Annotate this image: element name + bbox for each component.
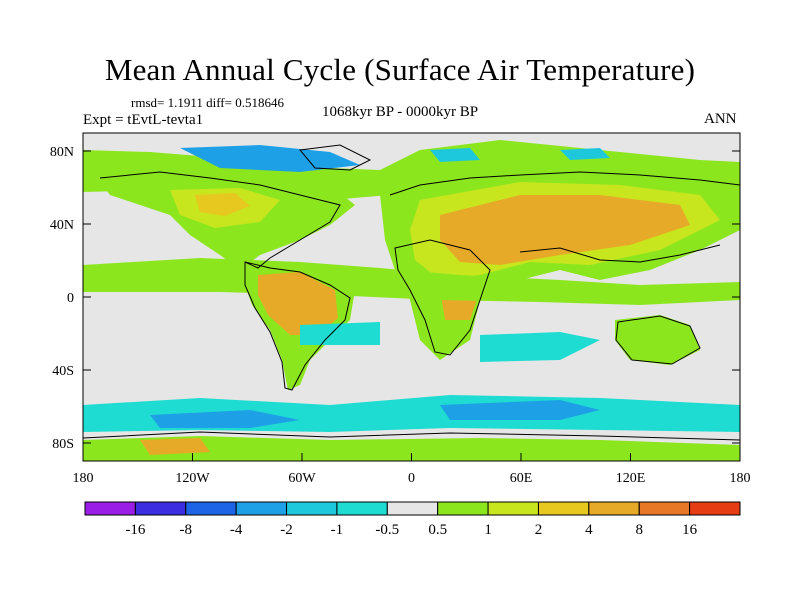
lat-tick-80n: 80N [50,145,74,160]
arctic-cooling-patch [430,148,480,162]
colorbar-label: -16 [125,522,145,538]
colorbar-swatch [689,501,741,516]
lon-tick-60w: 60W [288,471,316,486]
lon-tick-60e: 60E [510,471,533,486]
lat-tick-40n: 40N [50,218,74,233]
lat-tick-labels: 80N 40N 0 40S 80S [50,145,74,452]
colorbar-swatch [84,501,136,516]
colorbar-swatch [386,501,439,516]
lat-tick-0: 0 [67,291,74,306]
colorbar-label: 2 [535,522,543,538]
colorbar-label: 1 [484,522,492,538]
experiment-label: Expt = tEvtL-tevta1 [83,112,204,128]
temperature-anomaly-field [83,133,740,461]
coastlines [83,144,740,441]
antarctic-strong-cooling [150,410,300,428]
colorbar-swatch [286,501,338,516]
lat-tick-40s: 40S [52,364,74,379]
antarctica-weak-warming [83,436,740,461]
lat-tick-marks [83,150,740,444]
southern-ocean-cooling [300,322,380,345]
south-america-warming [258,272,338,335]
colorbar-label: -8 [180,522,193,538]
colorbar-swatch [134,501,187,516]
colorbar-label: -4 [230,522,243,538]
lon-tick-marks [82,453,741,461]
lon-tick-180w: 180 [73,471,94,486]
arctic-cooling-patch [180,145,360,172]
period-label: 1068kyr BP - 0000kyr BP [322,104,479,120]
colorbar-label: -2 [280,522,293,538]
antarctic-strong-cooling [440,400,600,420]
lon-tick-120w: 120W [175,471,210,486]
colorbar: -16 -8 -4 -2 -1 -0.5 0.5 1 2 4 8 16 [84,501,741,538]
colorbar-label: 16 [682,522,698,538]
colorbar-swatch [185,501,237,516]
eurasia-strong-warming [440,195,690,265]
lon-tick-labels: 180 120W 60W 0 60E 120E 180 [73,471,751,486]
north-america-warm-core [195,193,250,216]
colorbar-label: -0.5 [375,522,399,538]
colorbar-swatch [588,501,640,516]
lat-tick-80s: 80S [52,437,74,452]
colorbar-swatch [235,501,288,516]
rmsd-diff-stats: rmsd= 1.1911 diff= 0.518646 [131,95,284,110]
colorbar-swatch [638,501,691,516]
antarctica-warming [140,438,210,455]
colorbar-swatch [487,501,539,516]
colorbar-swatch [437,501,489,516]
colorbar-label: -1 [331,522,344,538]
southern-ocean-cooling [480,332,600,362]
colorbar-label: 8 [635,522,643,538]
colorbar-swatch [336,501,388,516]
season-label: ANN [704,111,737,127]
lon-tick-120e: 120E [616,471,646,486]
lon-tick-180e: 180 [730,471,751,486]
lon-tick-0: 0 [408,471,415,486]
colorbar-label: 4 [585,522,593,538]
colorbar-label: 0.5 [428,522,447,538]
colorbar-swatch [537,501,590,516]
page-title: Mean Annual Cycle (Surface Air Temperatu… [104,52,696,87]
arctic-cooling-patch [560,148,610,160]
australia-weak-warming [615,315,700,365]
